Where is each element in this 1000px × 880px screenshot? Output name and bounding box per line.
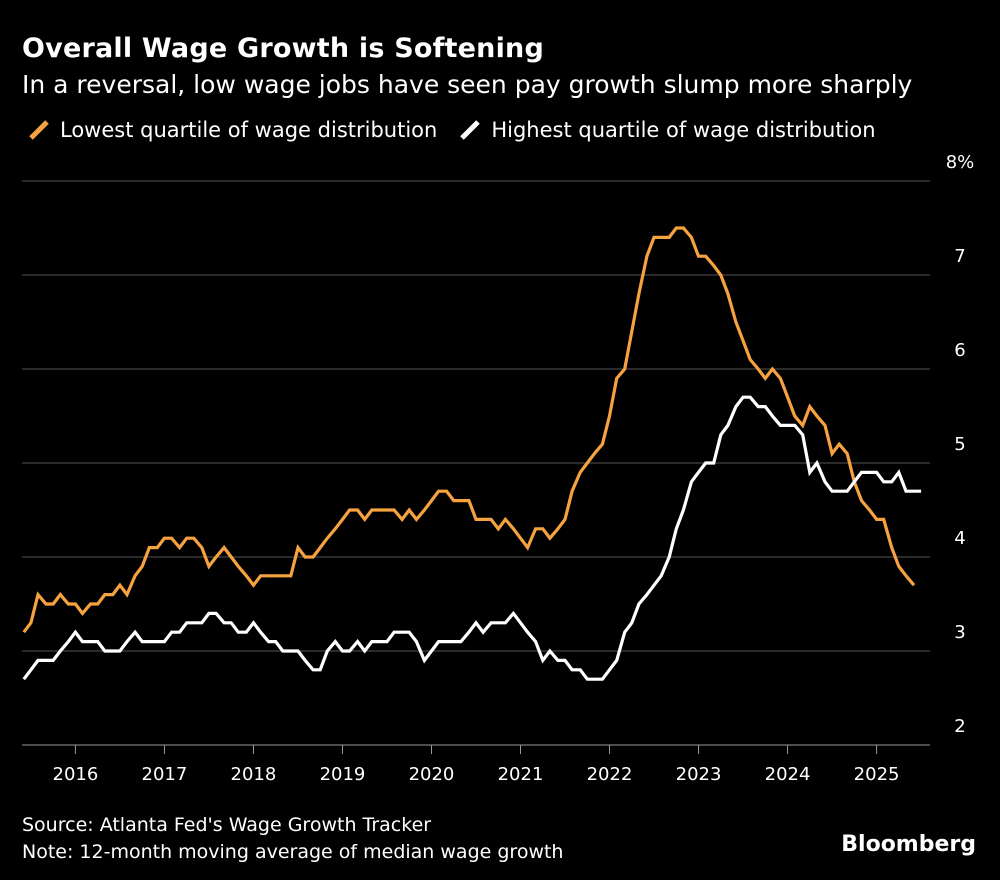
legend-item-highest-quartile: Highest quartile of wage distribution [459,118,876,142]
y-tick-label: 5 [954,434,965,455]
x-tick-label: 2018 [231,764,277,785]
x-tick-label: 2024 [765,764,811,785]
legend-swatch-lowest-line [29,120,49,140]
y-tick-label: 3 [954,622,965,643]
y-tick-label: 7 [954,246,965,267]
x-tick-label: 2020 [409,764,455,785]
legend: Lowest quartile of wage distribution Hig… [28,118,898,142]
x-tick-label: 2016 [53,764,99,785]
legend-swatch-highest-icon [460,120,481,140]
x-tick-label: 2022 [587,764,633,785]
y-tick-label: 2 [954,716,965,737]
legend-swatch-lowest-icon [29,120,49,140]
method-note: Note: 12-month moving average of median … [22,841,564,863]
chart-title: Overall Wage Growth is Softening [22,33,544,64]
axis-layer [74,745,878,754]
tick-label-layer: 8% 7 6 5 4 3 2 2016 2017 2018 2019 2020 2021 2022 2023… [53,152,975,785]
x-tick-label: 2019 [320,764,366,785]
x-tick-label: 2025 [854,764,900,785]
series-line-lowest-quartile [22,226,916,634]
footer: Source: Atlanta Fed's Wage Growth Tracke… [22,812,563,866]
y-tick-label: 8% [946,152,975,173]
series-line-highest-quartile [22,395,922,681]
legend-label-lowest: Lowest quartile of wage distribution [60,118,438,142]
x-tick-label: 2017 [142,764,188,785]
y-tick-label: 6 [954,340,965,361]
x-tick-label: 2021 [498,764,544,785]
grid-layer [22,180,930,746]
y-tick-label: 4 [954,528,965,549]
chart-subtitle: In a reversal, low wage jobs have seen p… [22,70,913,99]
series-layer [22,226,922,681]
legend-item-lowest-quartile: Lowest quartile of wage distribution [28,118,437,142]
source-note: Source: Atlanta Fed's Wage Growth Tracke… [22,814,432,836]
legend-label-highest: Highest quartile of wage distribution [491,118,876,142]
x-tick-label: 2023 [676,764,722,785]
legend-swatch-highest-line [460,120,481,140]
bloomberg-logo: Bloomberg [841,832,976,857]
